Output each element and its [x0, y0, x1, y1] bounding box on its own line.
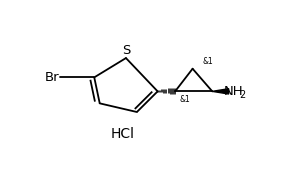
Text: &1: &1: [180, 95, 190, 104]
Text: 2: 2: [240, 90, 246, 100]
Text: Br: Br: [45, 71, 59, 84]
Text: &1: &1: [202, 57, 213, 66]
Text: NH: NH: [224, 85, 243, 98]
Polygon shape: [212, 89, 229, 94]
Text: S: S: [122, 44, 130, 57]
Text: HCl: HCl: [111, 127, 135, 141]
